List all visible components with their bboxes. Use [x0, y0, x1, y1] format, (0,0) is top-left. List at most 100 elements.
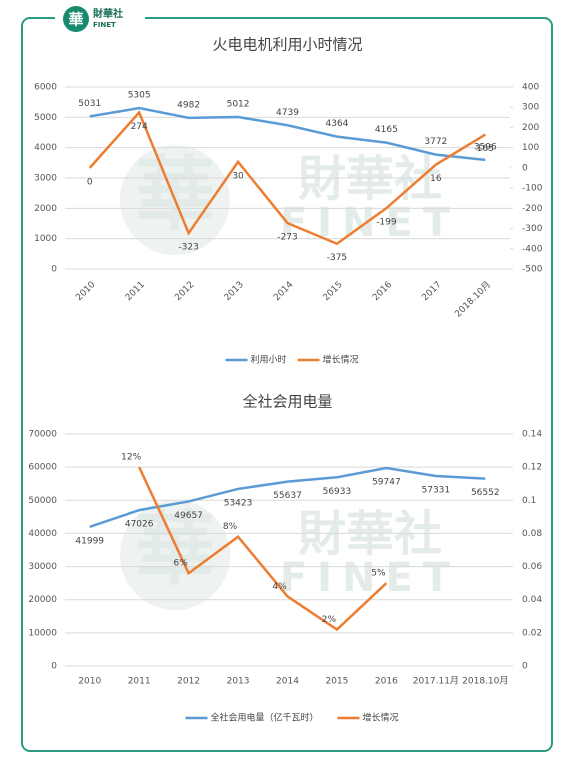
data-label: 5% [371, 569, 386, 579]
data-label: 56933 [323, 487, 352, 497]
data-label: 274 [131, 122, 148, 132]
data-label: 49657 [174, 511, 203, 521]
data-label: 6% [173, 559, 188, 569]
x-tick-label: 2016 [371, 280, 394, 303]
data-label: 5031 [78, 99, 101, 109]
y2-tick-label: 0.14 [522, 430, 542, 440]
y2-tick-label: 400 [522, 83, 539, 93]
logo-circle [63, 6, 89, 32]
y-tick-label: 20000 [28, 595, 57, 605]
logo-sub: FINET [93, 21, 116, 29]
legend-label: 全社会用电量（亿千瓦时） [211, 712, 319, 724]
x-tick-label: 2015 [325, 677, 348, 687]
x-tick-label: 2013 [227, 677, 250, 687]
data-label: 47026 [125, 520, 154, 530]
x-tick-label: 2017.11月 [413, 676, 459, 687]
y-tick-label: 60000 [28, 463, 57, 473]
data-label: 4165 [375, 125, 398, 135]
data-label: 59747 [372, 477, 401, 487]
x-tick-label: 2011 [124, 280, 147, 303]
y-tick-label: 10000 [28, 628, 57, 638]
y2-tick-label: 300 [522, 103, 539, 113]
data-label: 30 [232, 171, 244, 181]
watermark-sub: FINET [280, 555, 460, 601]
y2-tick-label: 100 [522, 143, 539, 153]
watermark-mark: 華 [135, 148, 215, 241]
y-tick-label: 3000 [34, 174, 57, 184]
y-tick-label: 5000 [34, 113, 57, 123]
data-label: 3772 [424, 137, 447, 147]
logo-name: 財華社 [92, 7, 123, 20]
data-label: 4739 [276, 108, 299, 118]
y2-tick-label: -500 [522, 265, 543, 275]
x-tick-label: 2014 [272, 280, 295, 303]
x-tick-label: 2014 [276, 677, 299, 687]
data-label: 5012 [227, 99, 250, 109]
y2-tick-label: 200 [522, 123, 539, 133]
y-tick-label: 2000 [34, 204, 57, 214]
x-tick-label: 2018.10月 [462, 676, 508, 687]
x-tick-label: 2017 [420, 280, 443, 303]
x-tick-label: 2015 [322, 280, 345, 303]
data-label: 56552 [471, 488, 500, 498]
y-tick-label: 70000 [28, 430, 57, 440]
series-line [138, 466, 388, 632]
y-tick-label: 1000 [34, 234, 57, 244]
y2-tick-label: -300 [522, 224, 543, 234]
y2-tick-label: 0.04 [522, 595, 542, 605]
data-label: 165 [477, 144, 494, 154]
data-label: -273 [277, 233, 297, 243]
y2-tick-label: 0.08 [522, 529, 542, 539]
y2-tick-label: 0.12 [522, 463, 542, 473]
y-tick-label: 0 [51, 662, 57, 672]
data-label: 55637 [273, 491, 302, 501]
x-tick-label: 2018.10月 [453, 279, 493, 319]
data-label: 57331 [422, 485, 451, 495]
watermark-mark: 華 [135, 503, 215, 596]
watermark-circle [120, 500, 230, 610]
logo-mark: 華 [68, 11, 83, 29]
y-tick-label: 50000 [28, 496, 57, 506]
data-label: 3596 [474, 142, 497, 152]
data-label: 2% [322, 615, 337, 625]
y2-tick-label: 0 [522, 163, 528, 173]
watermark-name: 財華社 [298, 506, 442, 562]
data-label: -375 [327, 253, 347, 263]
x-tick-label: 2010 [74, 280, 97, 303]
data-label: 4364 [325, 119, 348, 129]
series-line [89, 466, 486, 528]
data-label: 16 [430, 174, 442, 184]
y2-tick-label: 0.1 [522, 496, 536, 506]
frame [21, 17, 553, 752]
data-label: 0 [87, 177, 93, 187]
chart-title: 全社会用电量 [242, 393, 332, 411]
y-tick-label: 40000 [28, 529, 57, 539]
legend-label: 利用小时 [251, 354, 287, 366]
y2-tick-label: -100 [522, 184, 543, 194]
y-tick-label: 4000 [34, 143, 57, 153]
chart-title: 火电电机利用小时情况 [212, 36, 362, 54]
y-tick-label: 30000 [28, 562, 57, 572]
series-line [88, 110, 486, 246]
data-label: 12% [121, 453, 141, 463]
legend-label: 增长情况 [363, 712, 399, 724]
legend-label: 增长情况 [323, 354, 359, 366]
x-tick-label: 2012 [173, 280, 196, 303]
data-label: 8% [223, 522, 238, 532]
x-tick-label: 2011 [128, 677, 151, 687]
data-label: 4% [272, 582, 287, 592]
y2-tick-label: 0.06 [522, 562, 542, 572]
data-label: -199 [376, 218, 397, 228]
y2-tick-label: -400 [522, 244, 543, 254]
y2-tick-label: 0 [522, 662, 528, 672]
data-label: 5305 [128, 91, 151, 101]
data-label: 53423 [224, 498, 253, 508]
series-line [89, 106, 486, 162]
x-tick-label: 2012 [177, 677, 200, 687]
y2-tick-label: 0.02 [522, 628, 542, 638]
data-label: 4982 [177, 100, 200, 110]
x-tick-label: 2016 [375, 677, 398, 687]
y2-tick-label: -200 [522, 204, 543, 214]
data-label: -323 [178, 243, 198, 253]
